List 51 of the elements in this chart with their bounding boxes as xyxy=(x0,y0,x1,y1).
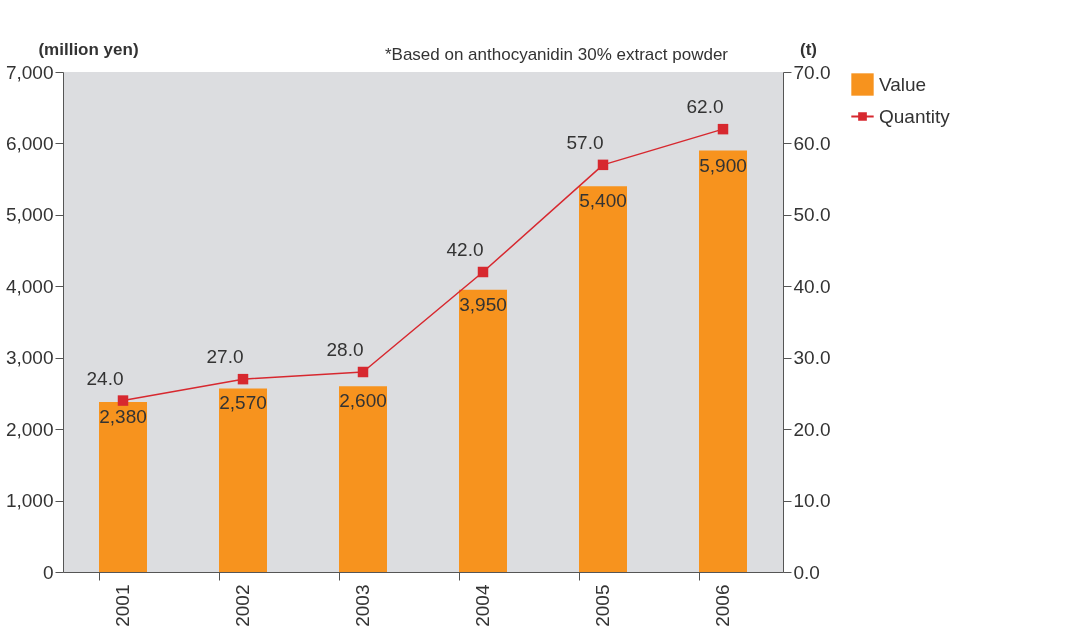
data-label: 28.0 xyxy=(326,339,364,360)
y2-tick-label: 40.0 xyxy=(793,275,831,297)
y-tick-label: 6,000 xyxy=(5,132,54,154)
legend-label: Value xyxy=(879,73,927,95)
y2-tick-label: 20.0 xyxy=(793,418,831,440)
x-tick-label: 2005 xyxy=(592,584,613,627)
point xyxy=(477,266,489,278)
legend-label: Quantity xyxy=(879,105,951,127)
data-label: 2,600 xyxy=(339,390,387,412)
y2-tick-label: 60.0 xyxy=(793,132,831,154)
y2-tick-label: 70.0 xyxy=(793,61,831,83)
bar xyxy=(339,386,387,572)
data-label: 62.0 xyxy=(686,96,724,118)
data-label: 2,570 xyxy=(219,392,267,414)
x-tick-label: 2006 xyxy=(712,584,733,627)
data-label: 5,900 xyxy=(699,154,747,176)
point xyxy=(597,159,609,171)
x-tick-label: 2001 xyxy=(112,584,133,627)
bar xyxy=(99,402,147,572)
x-tick-label: 2003 xyxy=(352,584,373,627)
y-tick-label: 1,000 xyxy=(5,490,54,512)
x-tick-label: 2002 xyxy=(232,584,253,627)
bar xyxy=(219,388,267,572)
data-label: 5,400 xyxy=(579,190,627,212)
y-axis-title: (million yen) xyxy=(38,39,139,59)
bar xyxy=(699,150,747,572)
point xyxy=(357,366,369,378)
x-tick-label: 2004 xyxy=(472,584,493,627)
bar xyxy=(579,186,627,572)
point xyxy=(237,373,249,385)
y2-tick-label: 30.0 xyxy=(793,347,831,369)
y2-tick-label: 50.0 xyxy=(793,204,831,226)
data-label: 24.0 xyxy=(86,367,124,389)
data-label: 3,950 xyxy=(459,293,507,315)
data-label: 57.0 xyxy=(566,131,604,153)
data-label: 27.0 xyxy=(206,346,244,368)
y2-tick-label: 10.0 xyxy=(793,490,831,512)
y-tick-label: 0 xyxy=(42,561,54,583)
data-label: 42.0 xyxy=(446,239,484,260)
data-label: 2,380 xyxy=(99,406,147,427)
point xyxy=(117,395,129,406)
text: *Based on anthocyanidin 30% extract powder xyxy=(384,45,729,64)
point xyxy=(717,123,729,135)
y2-axis-title: (t) xyxy=(800,39,817,59)
bar xyxy=(459,289,507,572)
y-tick-label: 2,000 xyxy=(5,418,54,440)
y-tick-label: 3,000 xyxy=(5,347,54,369)
y-tick-label: 5,000 xyxy=(5,204,54,226)
y-tick-label: 7,000 xyxy=(5,61,54,83)
y2-tick-label: 0.0 xyxy=(793,561,820,583)
y-tick-label: 4,000 xyxy=(5,275,54,297)
